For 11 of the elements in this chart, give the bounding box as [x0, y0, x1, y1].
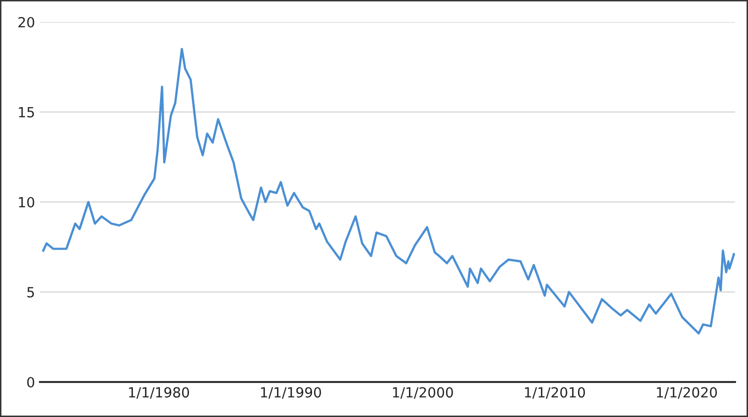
x-tick-label: 1/1/2020 — [656, 387, 717, 399]
x-tick-label: 1/1/1980 — [129, 387, 190, 399]
x-tick-label: 1/1/2010 — [525, 387, 585, 399]
x-tick-label: 1/1/2000 — [393, 387, 453, 399]
y-tick-label: 10 — [18, 196, 34, 208]
y-tick-label: 20 — [18, 16, 34, 28]
x-tick-label: 1/1/1990 — [261, 387, 322, 399]
y-tick-label: 15 — [18, 107, 34, 118]
y-tick-label: 0 — [27, 376, 34, 388]
line-series — [42, 48, 735, 335]
y-tick-label: 5 — [27, 287, 34, 298]
